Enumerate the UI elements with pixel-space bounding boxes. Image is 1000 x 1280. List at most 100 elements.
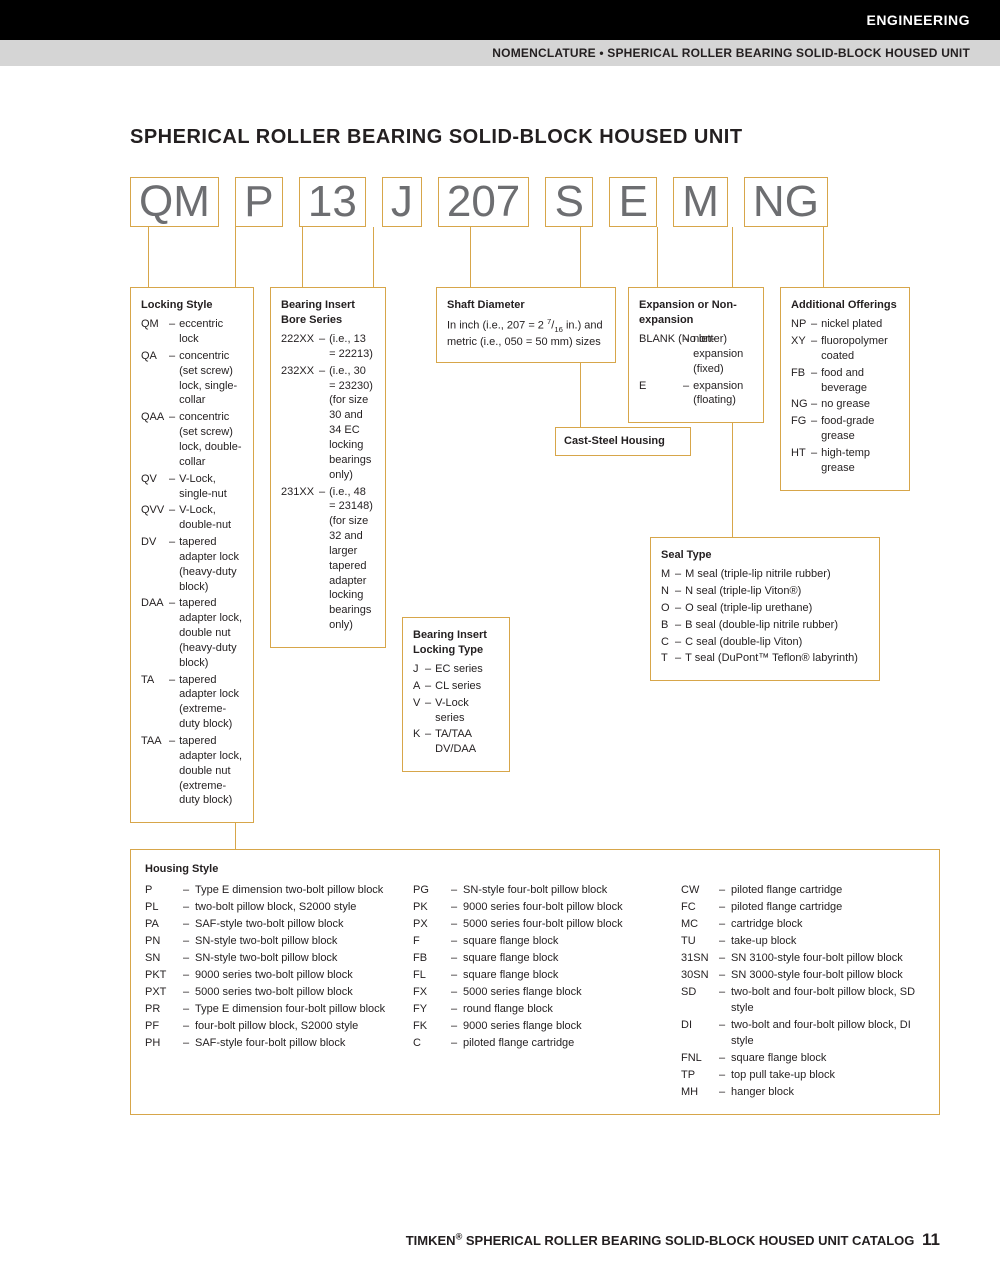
housing-row: FY–round flange block — [413, 1002, 657, 1018]
definition-row: TA–tapered adapter lock (extreme-duty bl… — [141, 673, 243, 732]
housing-row: FL–square flange block — [413, 968, 657, 984]
housing-row: 30SN–SN 3000-style four-bolt pillow bloc… — [681, 968, 925, 984]
page-body: SPHERICAL ROLLER BEARING SOLID-BLOCK HOU… — [0, 66, 1000, 1011]
housing-row: MC–cartridge block — [681, 917, 925, 933]
code-box-0: QM — [130, 177, 219, 227]
housing-row: PN–SN-style two-bolt pillow block — [145, 934, 389, 950]
housing-row: PX–5000 series four-bolt pillow block — [413, 917, 657, 933]
header-graybar: NOMENCLATURE • SPHERICAL ROLLER BEARING … — [0, 40, 1000, 66]
cast-steel-text: Cast-Steel Housing — [564, 434, 682, 449]
definition-row: HT–high-temp grease — [791, 446, 899, 476]
definition-row: O–O seal (triple-lip urethane) — [661, 601, 869, 616]
housing-row: PXT–5000 series two-bolt pillow block — [145, 985, 389, 1001]
code-box-6: E — [609, 177, 657, 227]
footer-brand: TIMKEN — [406, 1233, 456, 1248]
housing-row: CW–piloted flange cartridge — [681, 883, 925, 899]
housing-row: SN–SN-style two-bolt pillow block — [145, 951, 389, 967]
page-title: SPHERICAL ROLLER BEARING SOLID-BLOCK HOU… — [130, 126, 940, 149]
code-box-3: J — [382, 177, 422, 227]
definition-row: QV–V-Lock, single-nut — [141, 472, 243, 502]
expansion-item: BLANK (No letter) – non-expansion (fixed… — [639, 332, 753, 377]
housing-col: P–Type E dimension two-bolt pillow block… — [145, 883, 389, 1101]
housing-col: PG–SN-style four-bolt pillow blockPK–900… — [413, 883, 657, 1101]
locking-style-box: Locking Style QM–eccentric lockQA–concen… — [130, 287, 254, 823]
code-box-8: NG — [744, 177, 828, 227]
locking-type-title: Bearing Insert Locking Type — [413, 628, 499, 658]
definition-row: T–T seal (DuPont™ Teflon® labyrinth) — [661, 651, 869, 666]
definition-row: V–V-Lock series — [413, 696, 499, 726]
housing-row: C–piloted flange cartridge — [413, 1036, 657, 1052]
expansion-box: Expansion or Non-expansion BLANK (No let… — [628, 287, 764, 423]
header-category: ENGINEERING — [866, 12, 970, 28]
definition-row: NP–nickel plated — [791, 317, 899, 332]
definition-row: 231XX–(i.e., 48 = 23148) (for size 32 an… — [281, 485, 375, 633]
connector — [823, 227, 824, 287]
housing-row: F–square flange block — [413, 934, 657, 950]
housing-row: FX–5000 series flange block — [413, 985, 657, 1001]
connector — [470, 227, 471, 287]
footer-text: SPHERICAL ROLLER BEARING SOLID-BLOCK HOU… — [462, 1233, 914, 1248]
housing-row: TP–top pull take-up block — [681, 1068, 925, 1084]
expansion-title: Expansion or Non-expansion — [639, 298, 753, 328]
seal-type-title: Seal Type — [661, 548, 869, 563]
definition-row: B–B seal (double-lip nitrile rubber) — [661, 618, 869, 633]
housing-row: 31SN–SN 3100-style four-bolt pillow bloc… — [681, 951, 925, 967]
definition-row: C–C seal (double-lip Viton) — [661, 635, 869, 650]
connector — [657, 227, 658, 287]
housing-row: SD–two-bolt and four-bolt pillow block, … — [681, 985, 925, 1017]
housing-row: MH–hanger block — [681, 1085, 925, 1101]
footer: TIMKEN® SPHERICAL ROLLER BEARING SOLID-B… — [406, 1230, 940, 1250]
locking-type-box: Bearing Insert Locking Type J–EC seriesA… — [402, 617, 510, 772]
housing-row: PKT–9000 series two-bolt pillow block — [145, 968, 389, 984]
seal-type-box: Seal Type M–M seal (triple-lip nitrile r… — [650, 537, 880, 681]
bore-series-box: Bearing Insert Bore Series 222XX–(i.e., … — [270, 287, 386, 648]
housing-row: FC–piloted flange cartridge — [681, 900, 925, 916]
additional-title: Additional Offerings — [791, 298, 899, 313]
code-box-5: S — [545, 177, 593, 227]
housing-row: PK–9000 series four-bolt pillow block — [413, 900, 657, 916]
locking-style-title: Locking Style — [141, 298, 243, 313]
code-box-1: P — [235, 177, 283, 227]
housing-style-box: Housing Style P–Type E dimension two-bol… — [130, 849, 940, 1114]
housing-title: Housing Style — [145, 862, 925, 878]
definition-row: 222XX–(i.e., 13 = 22213) — [281, 332, 375, 362]
housing-row: PH–SAF-style four-bolt pillow block — [145, 1036, 389, 1052]
housing-row: FNL–square flange block — [681, 1051, 925, 1067]
nomenclature-code-row: QM P 13 J 207 S E M NG — [130, 177, 940, 227]
definition-row: QM–eccentric lock — [141, 317, 243, 347]
header-topbar: ENGINEERING — [0, 0, 1000, 40]
shaft-diameter-title: Shaft Diameter — [447, 298, 605, 313]
definition-row: FG–food-grade grease — [791, 414, 899, 444]
footer-page-number: 11 — [922, 1230, 940, 1249]
definition-row: 232XX–(i.e., 30 = 23230) (for size 30 an… — [281, 364, 375, 483]
definition-row: XY–fluoropolymer coated — [791, 334, 899, 364]
info-grid: Locking Style QM–eccentric lockQA–concen… — [130, 241, 940, 1011]
definition-row: DAA–tapered adapter lock, double nut (he… — [141, 596, 243, 670]
housing-row: PA–SAF-style two-bolt pillow block — [145, 917, 389, 933]
definition-row: NG–no grease — [791, 397, 899, 412]
definition-row: DV–tapered adapter lock (heavy-duty bloc… — [141, 535, 243, 594]
definition-row: QVV–V-Lock, double-nut — [141, 503, 243, 533]
header-subtitle: NOMENCLATURE • SPHERICAL ROLLER BEARING … — [492, 46, 970, 60]
bore-series-title: Bearing Insert Bore Series — [281, 298, 375, 328]
definition-row: N–N seal (triple-lip Viton®) — [661, 584, 869, 599]
code-box-7: M — [673, 177, 728, 227]
definition-row: A–CL series — [413, 679, 499, 694]
housing-col: CW–piloted flange cartridgeFC–piloted fl… — [681, 883, 925, 1101]
shaft-diameter-text: In inch (i.e., 207 = 2 7/16 in.) and met… — [447, 317, 605, 350]
housing-row: FK–9000 series flange block — [413, 1019, 657, 1035]
definition-row: QAA–concentric (set screw) lock, double-… — [141, 410, 243, 469]
definition-row: TAA–tapered adapter lock, double nut (ex… — [141, 734, 243, 808]
housing-row: FB–square flange block — [413, 951, 657, 967]
definition-row: QA–concentric (set screw) lock, single-c… — [141, 349, 243, 408]
housing-row: PF–four-bolt pillow block, S2000 style — [145, 1019, 389, 1035]
shaft-diameter-box: Shaft Diameter In inch (i.e., 207 = 2 7/… — [436, 287, 616, 363]
code-box-4: 207 — [438, 177, 529, 227]
housing-row: PL–two-bolt pillow block, S2000 style — [145, 900, 389, 916]
connector — [148, 227, 149, 287]
code-box-2: 13 — [299, 177, 366, 227]
housing-columns: P–Type E dimension two-bolt pillow block… — [145, 883, 925, 1101]
definition-row: M–M seal (triple-lip nitrile rubber) — [661, 567, 869, 582]
additional-box: Additional Offerings NP–nickel plated XY–… — [780, 287, 910, 490]
cast-steel-box: Cast-Steel Housing — [555, 427, 691, 456]
